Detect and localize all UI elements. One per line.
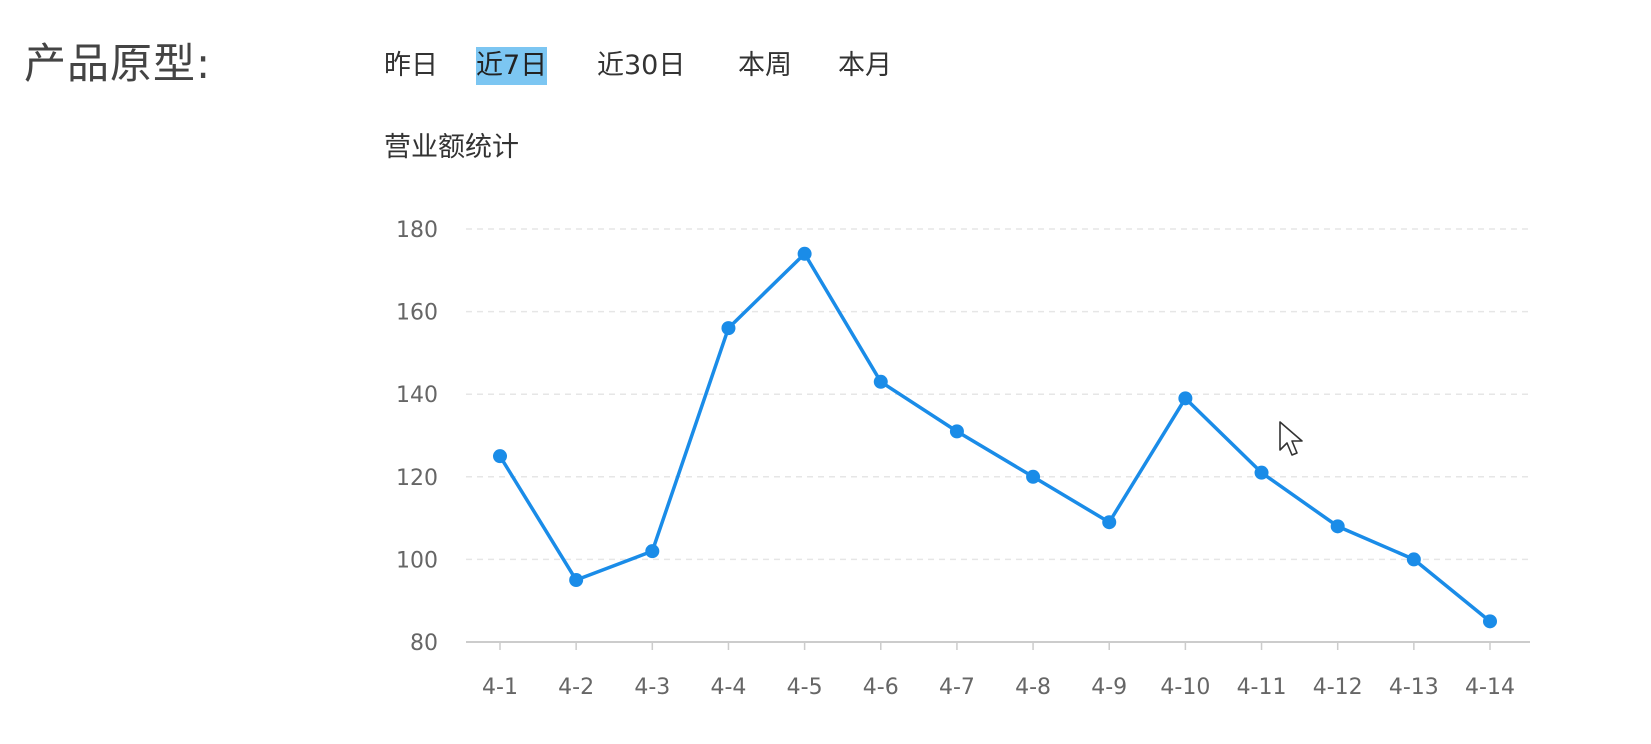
data-point[interactable]	[493, 449, 507, 464]
y-tick-label: 120	[396, 466, 438, 491]
x-tick-label: 4-10	[1160, 675, 1210, 700]
y-tick-label: 180	[396, 218, 438, 243]
data-point[interactable]	[569, 573, 584, 588]
data-point[interactable]	[721, 321, 736, 336]
tab-yesterday[interactable]: 昨日	[384, 50, 438, 81]
x-axis-ticks: 4-1 4-2 4-3 4-4 4-5 4-6 4-7 4-8 4-9 4-10 4-11 4-12 4…	[482, 642, 1515, 700]
data-point[interactable]	[1254, 465, 1269, 480]
data-point[interactable]	[949, 424, 964, 439]
series-revenue	[493, 246, 1497, 629]
x-tick-label: 4-7	[939, 675, 975, 700]
x-tick-label: 4-12	[1313, 675, 1363, 700]
tab-this-month[interactable]: 本月	[838, 50, 892, 81]
y-tick-label: 100	[396, 548, 438, 573]
x-tick-label: 4-11	[1237, 675, 1287, 700]
data-point[interactable]	[797, 246, 812, 261]
x-tick-label: 4-4	[710, 675, 746, 700]
data-point[interactable]	[1483, 614, 1497, 629]
y-tick-label: 80	[410, 631, 438, 656]
mouse-pointer-icon	[1279, 421, 1303, 456]
tab-this-week[interactable]: 本周	[738, 50, 792, 81]
page-heading: 产品原型:	[24, 39, 212, 88]
series-line	[498, 252, 1492, 623]
data-point[interactable]	[1406, 552, 1421, 567]
x-tick-label: 4-13	[1389, 675, 1439, 700]
x-tick-label: 4-5	[787, 675, 823, 700]
x-tick-label: 4-6	[863, 675, 899, 700]
tab-last-7-days[interactable]: 近7日	[476, 47, 548, 85]
data-point[interactable]	[873, 374, 888, 389]
data-point[interactable]	[1102, 515, 1117, 530]
x-tick-label: 4-14	[1465, 675, 1515, 700]
x-tick-label: 4-3	[634, 675, 670, 700]
y-tick-label: 160	[396, 301, 438, 326]
x-tick-label: 4-9	[1091, 675, 1127, 700]
y-axis-ticks: 80 100 120 140 160 180	[396, 218, 438, 656]
chart-title: 营业额统计	[384, 132, 519, 163]
data-point[interactable]	[1330, 519, 1345, 534]
data-point[interactable]	[645, 544, 660, 559]
x-tick-label: 4-1	[482, 675, 518, 700]
x-tick-label: 4-8	[1015, 675, 1051, 700]
tab-last-30-days[interactable]: 近30日	[597, 50, 686, 81]
x-tick-label: 4-2	[558, 675, 594, 700]
data-point[interactable]	[1026, 469, 1041, 484]
y-tick-label: 140	[396, 383, 438, 408]
data-point[interactable]	[1178, 391, 1193, 406]
grid-lines	[466, 228, 1530, 561]
